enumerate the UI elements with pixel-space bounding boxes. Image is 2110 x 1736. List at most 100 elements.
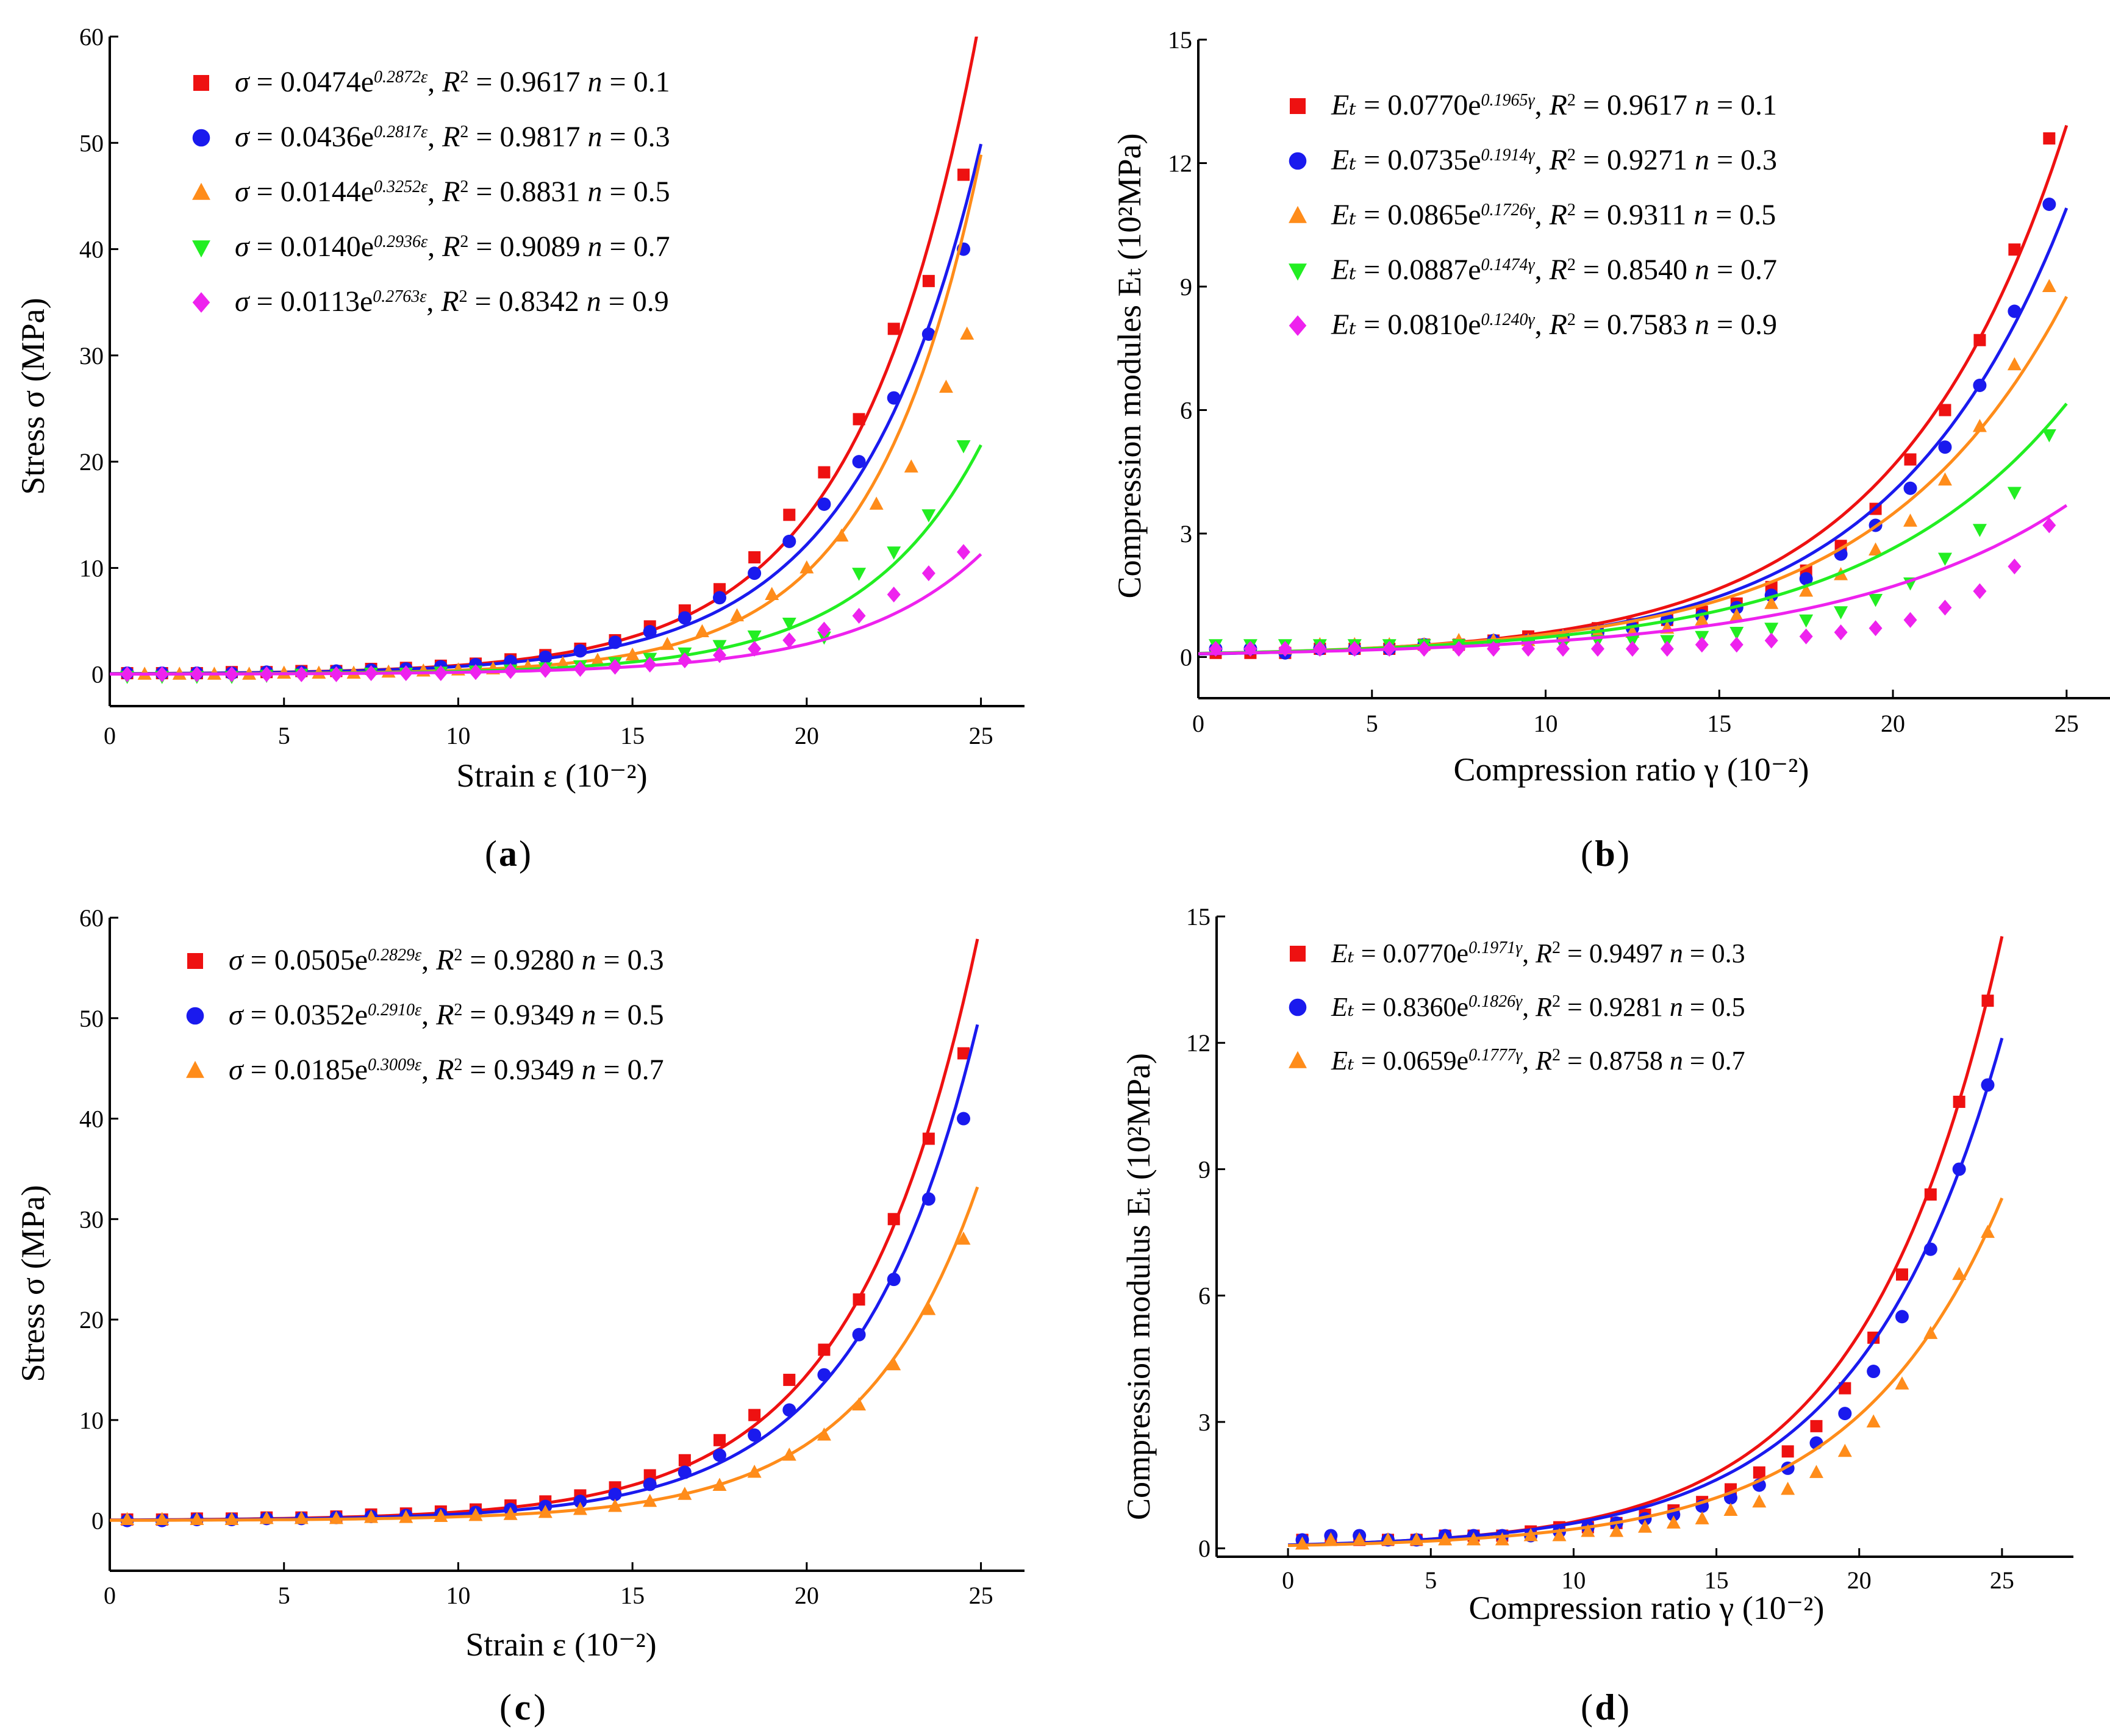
data-point-magenta	[1695, 637, 1709, 653]
legend-label-red: Eₜ = 0.0770e0.1971γ, R2 = 0.9497 n = 0.3	[1331, 938, 1745, 969]
data-point-green	[921, 509, 936, 523]
data-point-orange	[660, 637, 674, 650]
data-point-magenta	[817, 621, 831, 638]
legend-marker-blue	[1289, 998, 1307, 1016]
data-point-green	[887, 546, 901, 560]
data-point-orange	[503, 1507, 518, 1520]
x-tick-label: 0	[1282, 1566, 1294, 1594]
data-point-orange	[921, 1302, 936, 1315]
data-point-blue	[678, 611, 692, 625]
panel-b-plot-area: 0 5 10 15 20 25 0 3 6 9 12 15 Eₜ = 0.0770e0.1965γ, R…	[1168, 26, 2110, 737]
legend-entry-red: Eₜ = 0.0770e0.1965γ, R2 = 0.9617 n = 0.1	[1290, 89, 1777, 121]
data-point-orange	[712, 1477, 727, 1491]
data-point-green	[1799, 614, 1814, 628]
panel-d: 0 5 10 15 20 25 0 3 6 9 12 15 Eₜ = 0.0770e0.1971γ, R…	[1120, 903, 2073, 1727]
data-point-orange	[590, 652, 605, 666]
x-tick-label: 0	[104, 722, 116, 749]
data-point-orange	[834, 528, 849, 542]
svg-text:b: b	[1595, 834, 1615, 874]
x-tick-label: 5	[1425, 1566, 1437, 1594]
x-tick-label: 10	[1561, 1566, 1586, 1594]
data-point-orange	[1638, 1520, 1652, 1533]
data-point-blue	[1973, 379, 1987, 392]
data-point-orange	[960, 326, 975, 340]
data-point-green	[1729, 627, 1744, 640]
svg-text:(: (	[1581, 834, 1593, 874]
fit-curve-orange	[1288, 1197, 2004, 1548]
fit-curve-red	[1288, 936, 2004, 1547]
data-point-orange	[1409, 1532, 1424, 1546]
legend-marker-green	[192, 240, 210, 258]
data-point-orange	[799, 560, 814, 574]
x-tick-label: 15	[1707, 710, 1731, 737]
data-point-magenta	[1278, 641, 1292, 657]
legend-marker-orange	[1289, 205, 1307, 223]
legend-entry-blue: σ = 0.0352e0.2910ε, R2 = 0.9349 n = 0.5	[186, 999, 664, 1031]
data-point-orange	[399, 1510, 413, 1523]
legend-marker-red	[187, 953, 203, 969]
legend-marker-blue	[1289, 152, 1307, 170]
data-point-blue	[817, 497, 831, 511]
data-point-blue	[921, 327, 935, 341]
data-point-green	[1764, 623, 1779, 636]
svg-text:d: d	[1595, 1687, 1615, 1727]
fit-curve-green	[110, 444, 982, 676]
legend-label-magenta: σ = 0.0113e0.2763ε, R2 = 0.8342 n = 0.9	[235, 285, 669, 318]
data-point-orange	[939, 379, 953, 393]
svg-text:): )	[519, 834, 531, 874]
data-point-red	[818, 466, 831, 479]
panel-a-label: ( a )	[485, 834, 531, 874]
data-point-blue	[2042, 198, 2056, 211]
panel-c: 0 5 10 15 20 25 0 10 20 30 40 50 60 σ = 0.0505e0.2829…	[15, 904, 1025, 1727]
data-point-red	[887, 323, 900, 335]
data-point-orange	[1799, 584, 1814, 597]
data-point-blue	[1938, 440, 1952, 454]
data-point-orange	[1981, 1224, 1995, 1238]
data-point-blue	[573, 644, 587, 658]
y-tick-label: 50	[79, 1005, 104, 1032]
fit-curve-blue	[110, 1024, 979, 1522]
data-point-magenta	[1903, 612, 1917, 628]
x-tick-label: 0	[104, 1582, 116, 1609]
data-point-orange	[329, 1510, 343, 1524]
data-point-red	[2043, 132, 2056, 145]
data-point-red	[1896, 1268, 1908, 1281]
data-point-magenta	[469, 664, 482, 680]
data-point-red	[713, 1434, 726, 1446]
data-point-blue	[1895, 1310, 1909, 1324]
data-point-orange	[904, 459, 918, 473]
data-point-orange	[364, 1510, 379, 1523]
legend-marker-orange	[192, 182, 210, 200]
data-point-red	[1939, 404, 1951, 416]
y-tick-label: 0	[91, 661, 104, 688]
data-point-orange	[765, 587, 779, 600]
y-tick-label: 20	[79, 1306, 104, 1334]
panel-b-label: ( b )	[1581, 834, 1629, 874]
data-point-orange	[1764, 596, 1779, 609]
data-point-red	[748, 551, 761, 563]
data-point-green	[2042, 429, 2056, 443]
data-point-magenta	[713, 647, 726, 663]
data-point-magenta	[295, 666, 309, 682]
data-point-orange	[1323, 1532, 1338, 1546]
data-point-red	[818, 1343, 831, 1356]
legend-entry-red: σ = 0.0505e0.2829ε, R2 = 0.9280 n = 0.3	[187, 944, 664, 976]
data-point-blue	[817, 1368, 831, 1382]
data-point-blue	[608, 635, 622, 649]
legend-label-orange: σ = 0.0185e0.3009ε, R2 = 0.9349 n = 0.7	[229, 1054, 664, 1086]
data-point-orange	[2042, 279, 2056, 292]
data-point-magenta	[155, 666, 169, 682]
legend-label-red: Eₜ = 0.0770e0.1965γ, R2 = 0.9617 n = 0.1	[1331, 89, 1777, 121]
svg-text:): )	[534, 1687, 546, 1727]
panel-a-plot-area: 0 5 10 15 20 25 0 10 20 30 40 50 60 σ = 0.0474e0.2872…	[79, 23, 1025, 749]
data-point-blue	[852, 455, 866, 469]
x-tick-label: 5	[278, 1582, 290, 1609]
x-tick-label: 20	[1847, 1566, 1872, 1594]
svg-text:c: c	[515, 1687, 531, 1727]
svg-text:(: (	[485, 834, 497, 874]
x-tick-label: 20	[1881, 710, 1905, 737]
y-tick-label: 40	[79, 236, 104, 263]
data-point-magenta	[782, 632, 796, 648]
data-point-green	[956, 440, 971, 454]
